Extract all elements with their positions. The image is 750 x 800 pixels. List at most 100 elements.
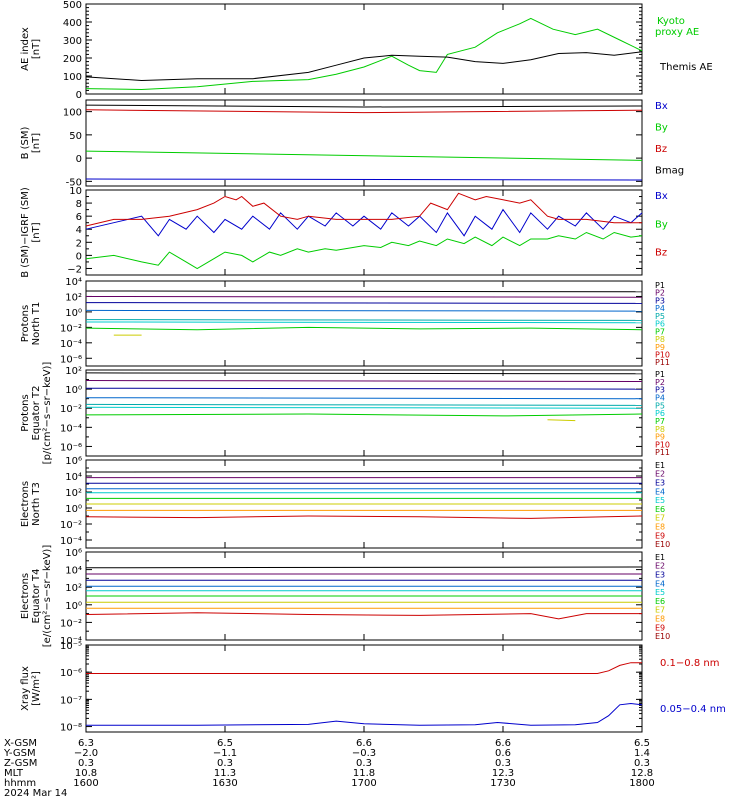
legend-entry: P6 (655, 409, 665, 418)
panel-bigrf: −2 0 2 4 6 8 10 B (SM)−IGRF (SM)[nT] Bx By Bz (20, 186, 668, 278)
y-axis-label-line: North T3 (31, 482, 42, 526)
legend-entry: E7 (655, 606, 665, 615)
panel-pn: 10⁻⁶ 10⁻⁴ 10⁻² 10⁰ 10² 10⁴ ProtonsNorth T1 P1P2… (20, 277, 670, 367)
y-tick-label: 6 (76, 212, 82, 223)
ephemeris-value: 0.3 (356, 758, 372, 769)
legend-entry: P4 (655, 393, 665, 402)
series-line-p5 (85, 403, 643, 406)
y-tick-label: 10⁴ (65, 566, 82, 577)
legend-entry: By (655, 219, 668, 230)
y-tick-label: 10 (69, 186, 82, 197)
ephemeris-value: 6.5 (217, 738, 233, 749)
ephemeris-value: 1600 (73, 778, 98, 789)
legend-entry: Kyoto (657, 16, 685, 27)
y-axis-label: ElectronsEquator T4[e/(cm²−s−sr−keV)] (20, 545, 53, 648)
ephemeris-value: 1.4 (634, 748, 650, 759)
legend-entry: P7 (655, 417, 665, 426)
y-axis-label-line: [nT] (31, 39, 42, 59)
legend-entry: P1 (655, 370, 665, 379)
legend-entry: By (655, 123, 668, 134)
legend-entry: E5 (655, 496, 665, 505)
legend-entry: P5 (655, 401, 665, 410)
panel-bsm: -50 0 50 100 B (SM)[nT] Bx By Bz Bmag (20, 99, 684, 188)
y-tick-label: 0 (76, 251, 82, 262)
series-line-e9 (85, 612, 642, 620)
y-tick-label: 300 (63, 36, 82, 47)
legend-entry: P11 (655, 358, 670, 367)
legend-entry: E10 (655, 632, 670, 641)
y-tick-label: 10² (65, 488, 82, 499)
ephemeris-value: 0.6 (495, 748, 511, 759)
y-tick-label: −2 (67, 264, 82, 275)
y-tick-label: 100 (63, 108, 82, 119)
legend-entry: E3 (655, 479, 665, 488)
y-axis-label-line: B (SM)−IGRF (SM) (20, 187, 31, 278)
y-tick-label: 100 (63, 72, 82, 83)
legend-entry: P4 (655, 304, 665, 313)
legend-entry: P11 (655, 448, 670, 457)
y-tick-label: 10⁰ (65, 601, 82, 612)
panel-ee: 10⁻⁴ 10⁻² 10⁰ 10² 10⁴ 10⁶ ElectronsEquator T4[… (20, 545, 670, 648)
legend-entry: P2 (655, 289, 665, 298)
y-axis-label: B (SM)−IGRF (SM)[nT] (20, 187, 42, 278)
y-axis-label-line: [W/m²] (31, 671, 42, 706)
y-axis-label-line: [nT] (31, 133, 42, 153)
y-tick-label: 400 (63, 18, 82, 29)
y-tick-label: 10⁻⁵ (60, 641, 82, 652)
y-tick-label: -50 (66, 177, 82, 188)
y-axis-label-line: AE index (20, 27, 31, 71)
series-line-p2 (85, 380, 643, 382)
y-tick-label: 10⁻⁴ (60, 636, 82, 647)
series-line-p3 (85, 302, 643, 304)
series-line-0-05-0-4-nm (86, 702, 643, 726)
legend-entry: E9 (655, 623, 665, 632)
series-line-bz (85, 109, 643, 114)
series-line-e1 (85, 470, 643, 473)
series-line-bx (85, 178, 643, 181)
series-line-bx (85, 208, 643, 237)
y-axis-label: B (SM)[nT] (20, 126, 42, 159)
series-line-p7 (85, 413, 643, 417)
ephemeris-label: MLT (4, 768, 24, 779)
ephemeris-value: 1730 (490, 778, 515, 789)
y-axis-label-line: Protons (20, 305, 31, 342)
ephemeris-value: 12.8 (631, 768, 653, 779)
y-tick-label: 10⁻² (60, 323, 82, 334)
legend-entry: E9 (655, 531, 665, 540)
ephemeris-label: X-GSM (4, 738, 37, 749)
y-axis-label-line: Equator T2 (31, 386, 42, 441)
ephemeris-value: 1700 (351, 778, 376, 789)
legend-entry: Bz (655, 248, 667, 259)
y-tick-label: 10² (65, 292, 82, 303)
series-line-by (85, 150, 643, 161)
y-tick-label: 10⁻⁴ (60, 536, 82, 547)
legend-entry: E3 (655, 571, 665, 580)
panel-xray: 10⁻⁸ 10⁻⁷ 10⁻⁶ 10⁻⁵ Xray flux[W/m²] 0.1−0.8 n… (20, 641, 726, 734)
y-tick-label: 0 (76, 90, 82, 101)
y-tick-label: 0 (76, 154, 82, 165)
series-line-0-1-0-8-nm (86, 662, 642, 674)
panel-frame (85, 280, 643, 367)
ephemeris-value: 0.3 (217, 758, 233, 769)
y-tick-label: 10⁻⁷ (60, 695, 82, 706)
y-axis-label-line: [nT] (31, 222, 42, 242)
ephemeris-label: Z-GSM (4, 758, 37, 769)
series-line-p2 (85, 296, 643, 298)
legend-entry: Bz (655, 144, 667, 155)
legend-entry: P10 (655, 440, 670, 449)
legend-entry: E5 (655, 588, 665, 597)
panel-frame (85, 3, 643, 95)
y-tick-label: 10⁰ (65, 308, 82, 319)
series-line-p1 (85, 290, 643, 293)
y-axis-label-line: Protons (20, 394, 31, 431)
ephemeris-value: 12.3 (492, 768, 514, 779)
series-line-themis-ae (85, 51, 643, 82)
y-axis-label: ElectronsNorth T3 (20, 481, 42, 527)
y-tick-label: 10⁴ (65, 472, 82, 483)
legend-entry: P1 (655, 281, 665, 290)
panel-frame (85, 369, 643, 457)
y-tick-label: 10⁰ (65, 385, 82, 396)
ephemeris-value: 6.5 (634, 738, 650, 749)
